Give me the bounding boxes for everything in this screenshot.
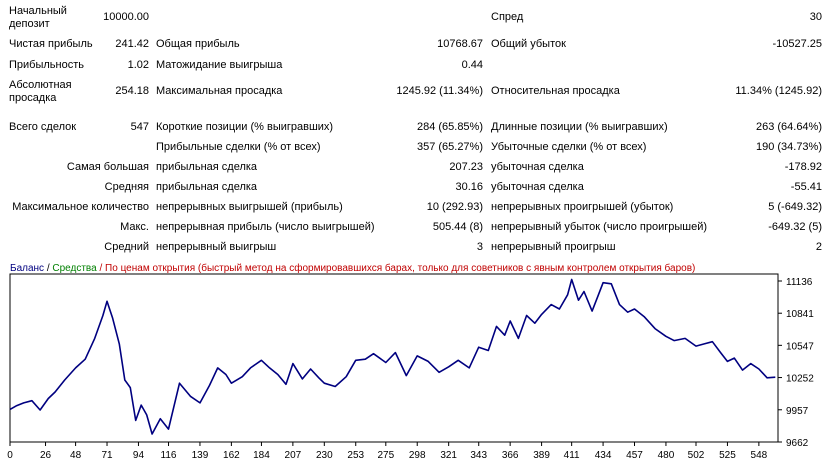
gross-loss-label: Общий убыток [491,38,566,50]
average-profit-label: прибыльная сделка [156,181,258,193]
x-tick-label: 26 [40,450,52,461]
avg-consecutive-losses-label: непрерывный проигрыш [491,241,616,253]
x-tick-label: 525 [719,450,736,461]
expected-payoff-value: 0.44 [461,59,483,71]
x-tick-label: 434 [595,450,612,461]
x-tick-label: 139 [192,450,209,461]
x-tick-label: 116 [161,450,177,461]
gross-profit-value: 10768.67 [437,38,483,50]
x-tick-label: 48 [70,450,82,461]
abs-drawdown-value: 254.18 [115,85,149,97]
balance-chart-svg: 0 26 48 71 94 116 139 162 184 207 230 253 275 298 321 3… [7,273,814,461]
loss-trades-value: 190 (34.73%) [755,141,822,153]
largest-profit-value: 207.23 [449,161,483,173]
long-positions-label: Длинные позиции (% выигравших) [491,121,668,133]
x-tick-label: 275 [377,450,394,461]
chart-legend: Баланс / Средства / По ценам открытия (б… [10,263,695,275]
max-consecutive-profit-value: 505.44 (8) [432,221,483,233]
x-tick-label: 480 [658,450,675,461]
average-loss-value: -55.41 [790,181,822,193]
legend-separator: / [44,263,53,274]
y-tick-label: 10841 [786,309,814,320]
loss-trades-label: Убыточные сделки (% от всех) [491,141,647,153]
legend-equity: Средства [52,263,97,274]
profit-factor-label: Прибыльность [9,59,84,71]
gross-profit-label: Общая прибыль [156,38,240,50]
max-consecutive-loss-label: непрерывный убыток (число проигрышей) [491,221,708,233]
y-axis: 9662 9957 10252 10547 10841 11136 [778,277,814,449]
total-trades-value: 547 [130,121,149,133]
expected-payoff-label: Матожидание выигрыша [156,59,283,71]
y-tick-label: 11136 [786,277,813,288]
net-profit-label: Чистая прибыль [9,38,93,50]
y-tick-label: 10547 [786,341,814,352]
x-tick-label: 207 [285,450,302,461]
total-trades-label: Всего сделок [9,121,77,133]
largest-profit-label: прибыльная сделка [156,161,258,173]
avg-consecutive-label: Средний [104,241,149,253]
x-axis: 0 26 48 71 94 116 139 162 184 207 230 253 275 298 321 3… [7,442,768,461]
max-consecutive-wins-label: непрерывных выигрышей (прибыль) [156,201,343,213]
short-positions-label: Короткие позиции (% выигравших) [156,121,334,133]
x-tick-label: 548 [751,450,768,461]
short-positions-value: 284 (65.85%) [416,121,483,133]
x-tick-label: 457 [626,450,643,461]
x-tick-label: 162 [223,450,240,461]
initial-deposit-label: Начальный депозит [9,5,67,30]
x-tick-label: 253 [347,450,364,461]
x-tick-label: 366 [502,450,519,461]
x-tick-label: 0 [7,450,13,461]
balance-chart: 0 26 48 71 94 116 139 162 184 207 230 253 275 298 321 3… [0,259,838,463]
largest-loss-value: -178.92 [784,161,822,173]
average-profit-value: 30.16 [455,181,483,193]
x-tick-label: 411 [564,450,580,461]
y-tick-label: 9957 [786,406,809,417]
largest-label: Самая большая [66,161,149,173]
legend-mode: / По ценам открытия (быстрый метод на сф… [96,263,696,274]
x-tick-label: 321 [440,450,457,461]
abs-drawdown-label: Абсолютная просадка [9,79,72,104]
x-tick-label: 230 [316,450,333,461]
profit-trades-value: 357 (65.27%) [416,141,483,153]
gross-loss-value: -10527.25 [772,38,822,50]
rel-drawdown-value: 11.34% (1245.92) [735,85,822,97]
spread-value: 30 [809,11,822,23]
max-consecutive-losses-label: непрерывных проигрышей (убыток) [491,201,674,213]
series-layer [9,278,776,435]
avg-consecutive-wins-label: непрерывный выигрыш [156,241,277,253]
spread-label: Спред [491,11,524,23]
x-tick-label: 298 [409,450,426,461]
avg-consecutive-losses-value: 2 [815,241,822,253]
average-label: Средняя [104,181,149,193]
x-tick-label: 184 [253,450,270,461]
rel-drawdown-label: Относительная просадка [491,85,620,97]
max-consecutive-label: Максимальное количество [12,201,149,213]
x-tick-label: 502 [688,450,705,461]
x-tick-label: 343 [470,450,487,461]
x-tick-label: 389 [533,450,550,461]
x-tick-label: 71 [101,450,113,461]
plot-area [9,273,779,443]
x-tick-label: 94 [133,450,145,461]
initial-deposit-value: 10000.00 [103,11,149,23]
max-drawdown-label: Максимальная просадка [156,85,283,97]
max-consecutive-losses-value: 5 (-649.32) [768,201,822,213]
max-consecutive-amount-label: Макс. [120,221,149,233]
max-consecutive-profit-label: непрерывная прибыль (число выигрышей) [156,221,375,233]
balance-series-line [9,278,776,435]
max-consecutive-loss-value: -649.32 (5) [768,221,822,233]
y-tick-label: 10252 [786,374,814,385]
legend-balance: Баланс [10,263,45,274]
average-loss-label: убыточная сделка [491,181,584,193]
max-drawdown-value: 1245.92 (11.34%) [396,85,483,97]
profit-factor-value: 1.02 [127,59,149,71]
avg-consecutive-wins-value: 3 [476,241,483,253]
net-profit-value: 241.42 [115,38,149,50]
profit-trades-label: Прибыльные сделки (% от всех) [156,141,321,153]
y-tick-label: 9662 [786,438,809,449]
long-positions-value: 263 (64.64%) [755,121,822,133]
largest-loss-label: убыточная сделка [491,161,584,173]
max-consecutive-wins-value: 10 (292.93) [426,201,483,213]
